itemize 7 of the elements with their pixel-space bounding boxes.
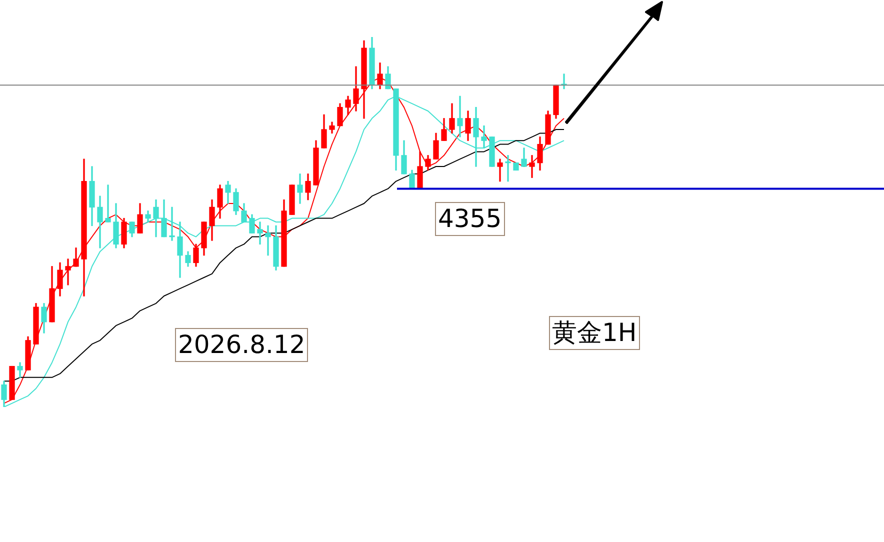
annotation: 4355 [435,202,505,236]
candlestick [9,366,15,400]
annotation: 黄金1H [549,316,640,350]
candlestick [489,136,495,167]
candlestick [513,162,519,171]
annotation: 2026.8.12 [175,328,308,362]
candlestick [289,184,295,215]
